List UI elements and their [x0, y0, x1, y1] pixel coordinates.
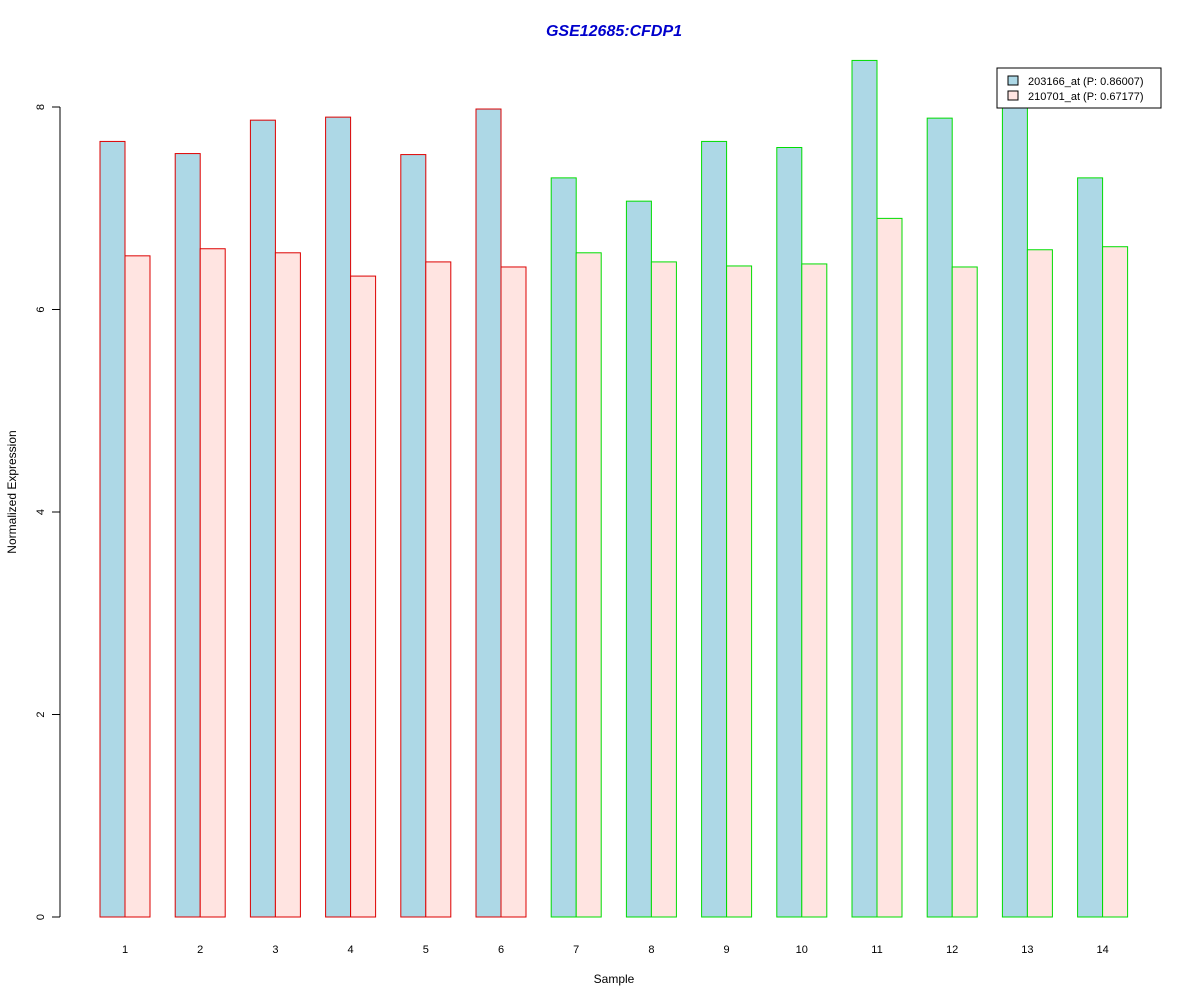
x-tick-label: 2 — [197, 944, 203, 956]
bar-series1-sample-11 — [851, 59, 878, 918]
x-tick-label: 4 — [348, 944, 354, 956]
x-tick-label: 9 — [724, 944, 730, 956]
bar-series2-sample-4 — [350, 275, 377, 918]
bar-series1-sample-8 — [625, 200, 652, 918]
bar-series1-sample-6 — [475, 108, 502, 918]
x-tick-label: 10 — [796, 944, 808, 956]
bars — [99, 59, 1129, 918]
bar-series2-sample-14 — [1102, 246, 1129, 918]
bar-series1-sample-10 — [776, 147, 803, 918]
chart-title: GSE12685:CFDP1 — [546, 23, 682, 40]
bar-series1-sample-1 — [99, 140, 126, 918]
bar-series2-sample-3 — [274, 252, 301, 918]
bar-series2-sample-13 — [1026, 249, 1053, 918]
bar-series1-sample-13 — [1001, 104, 1028, 918]
y-axis: 0 2 4 6 8 — [35, 104, 61, 920]
y-tick-label: 2 — [35, 711, 47, 717]
legend-label: 210701_at (P: 0.67177) — [1028, 91, 1144, 103]
bar-series2-sample-5 — [425, 261, 452, 918]
bar-series1-sample-14 — [1077, 177, 1104, 918]
bar-series2-sample-7 — [575, 252, 602, 918]
bar-series2-sample-9 — [726, 265, 753, 918]
bar-series2-sample-11 — [876, 217, 903, 918]
x-tick-label: 13 — [1021, 944, 1033, 956]
bar-series2-sample-8 — [650, 261, 677, 918]
x-tick-label: 3 — [272, 944, 278, 956]
y-tick-label: 4 — [35, 509, 47, 515]
x-axis-label: Sample — [594, 972, 635, 986]
bar-series2-sample-2 — [199, 248, 226, 918]
bar-series1-sample-12 — [926, 117, 953, 918]
legend-swatch — [1007, 90, 1019, 101]
bar-series1-sample-4 — [325, 116, 352, 918]
x-tick-label: 1 — [122, 944, 128, 956]
x-tick-label: 8 — [648, 944, 654, 956]
bar-series2-sample-12 — [951, 266, 978, 918]
x-tick-label: 6 — [498, 944, 504, 956]
x-tick-label: 5 — [423, 944, 429, 956]
x-tick-labels: 1 2 3 4 5 6 7 8 9 10 11 12 13 14 — [122, 944, 1109, 956]
y-tick-label: 8 — [35, 104, 47, 110]
legend-swatch — [1007, 75, 1019, 86]
x-tick-label: 12 — [946, 944, 958, 956]
bar-series1-sample-7 — [550, 177, 577, 918]
bar-series1-sample-2 — [174, 153, 201, 918]
legend-label: 203166_at (P: 0.86007) — [1028, 76, 1144, 88]
x-tick-label: 7 — [573, 944, 579, 956]
bar-series1-sample-3 — [249, 119, 276, 918]
x-tick-label: 11 — [871, 944, 882, 956]
y-tick-label: 6 — [35, 306, 47, 312]
y-tick-label: 0 — [35, 914, 47, 920]
legend: 203166_at (P: 0.86007) 210701_at (P: 0.67… — [996, 67, 1162, 109]
x-tick-label: 14 — [1096, 944, 1108, 956]
bar-series1-sample-5 — [400, 154, 427, 918]
y-axis-label: Normalized Expression — [5, 430, 19, 553]
bar-series2-sample-6 — [500, 266, 527, 918]
bar-series2-sample-10 — [801, 263, 828, 918]
bar-series1-sample-9 — [701, 140, 728, 918]
bar-series2-sample-1 — [124, 255, 151, 918]
legend-box — [996, 67, 1162, 109]
